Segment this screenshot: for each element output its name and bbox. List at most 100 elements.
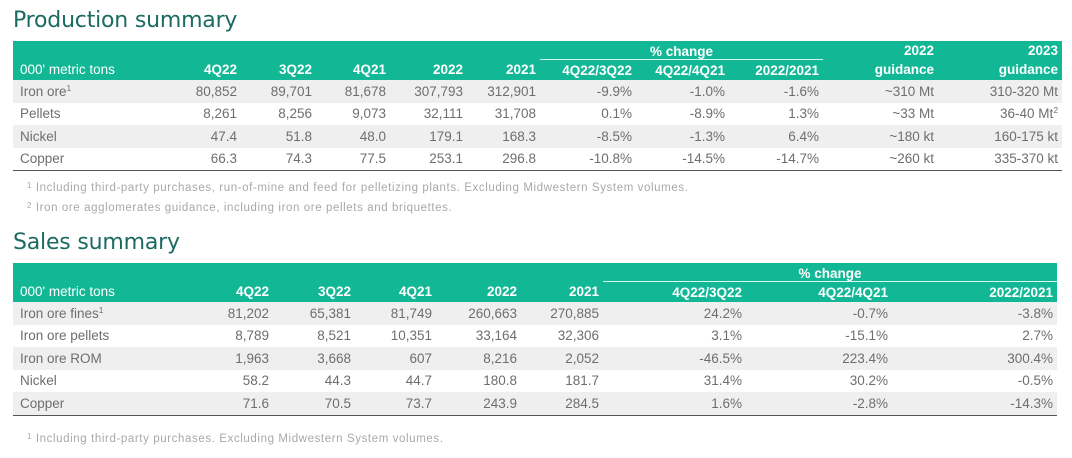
row-label: Iron ore fines1: [13, 302, 163, 325]
cell-value: -14.3%: [892, 392, 1058, 416]
cell-value: 253.1: [390, 147, 467, 171]
cell-value: 31.4%: [703, 373, 743, 389]
col-header: 2022: [432, 62, 463, 78]
table-row: Nickel 58.2 44.3 44.7 180.8 181.7 31.4% 30.2% -0…: [13, 369, 1058, 393]
cell-value: 607: [409, 350, 432, 366]
cell-value: -2.8%: [746, 392, 893, 416]
table-row: Copper 71.6 70.5 73.7 243.9 284.5 1.6% -2.8% -14…: [13, 392, 1058, 416]
guidance-2023-value: 160-175 kt: [938, 125, 1062, 148]
production-footnote-1: 1 Including third-party purchases, run-o…: [27, 181, 689, 194]
col-header: 4Q22/4Q21: [655, 62, 726, 78]
row-label: Copper: [13, 147, 163, 171]
row-label: Pellets: [13, 103, 163, 126]
cell-value: ~33 Mt: [892, 106, 935, 122]
cell-value: 24.2%: [703, 305, 743, 321]
cell-value: 8,256: [278, 106, 312, 122]
cell-value: 0.1%: [601, 106, 633, 122]
cell-value: 312,901: [487, 83, 537, 99]
header-row: 000' metric tons 4Q22 3Q22 4Q21 2022 202…: [13, 281, 1058, 302]
cell-value: -14.7%: [729, 147, 824, 171]
cell-value: 1,963: [235, 350, 269, 366]
row-label-text: Pellets: [20, 106, 61, 122]
table-row: Nickel 47.4 51.8 48.0 179.1 168.3 -8.5% -1.3% 6.…: [13, 125, 1063, 148]
cell-value: 1.3%: [788, 106, 820, 122]
footnote-text: Including third-party purchases, run-of-…: [35, 182, 689, 194]
cell-value: -46.5%: [699, 350, 743, 366]
guidance-2023-value: 335-370 kt: [938, 147, 1063, 171]
cell-value: 81,202: [227, 305, 269, 321]
cell-value: 284.5: [521, 392, 604, 416]
cell-value: 65,381: [309, 305, 351, 321]
cell-value: 80,852: [195, 83, 237, 99]
cell-value: -1.6%: [783, 83, 820, 99]
footnote-mark: 1: [27, 181, 33, 190]
row-label-text: Iron ore pellets: [20, 328, 110, 344]
cell-value: 74.3: [241, 147, 316, 171]
cell-value: 223.4%: [842, 350, 889, 366]
cell-value: 2.7%: [1022, 328, 1054, 344]
guidance-text: 310-320 Mt: [989, 83, 1059, 99]
footnote-ref: 1: [98, 304, 104, 315]
table-row: Pellets 8,261 8,256 9,073 32,111 31,708 0.1% -8…: [13, 102, 1063, 126]
cell-value: 32,306: [557, 328, 600, 344]
guidance-text: 160-175 kt: [994, 128, 1059, 144]
cell-value: 3.1%: [711, 328, 743, 344]
production-summary-table: % change 2022 2023 000' metric tons 4Q22…: [13, 41, 1063, 171]
sales-summary-table: % change 000' metric tons 4Q22 3Q22 4Q21…: [13, 263, 1058, 416]
cell-value: 51.8: [285, 128, 312, 144]
cell-value: 71.6: [163, 392, 273, 416]
cell-value: 81,749: [390, 305, 432, 321]
cell-value: -8.5%: [596, 128, 633, 144]
cell-value: 1.6%: [603, 392, 747, 416]
cell-value: 31,708: [494, 106, 537, 122]
cell-value: ~260 kt: [823, 147, 939, 171]
cell-value: -10.8%: [540, 147, 637, 171]
cell-value: 2,052: [565, 350, 600, 366]
sales-footnote-1: 1 Including third-party purchases. Exclu…: [27, 432, 444, 445]
header-2023-guidance-line2: guidance: [998, 62, 1059, 78]
row-label: Nickel: [13, 370, 163, 393]
cell-value: -9.9%: [596, 83, 633, 99]
cell-value: -15.1%: [845, 328, 889, 344]
cell-value: -3.8%: [1017, 305, 1054, 321]
row-label: Iron ore pellets: [13, 325, 163, 348]
table-row: Iron ore pellets 8,789 8,521 10,351 33,164 32…: [13, 324, 1058, 348]
cell-value: 300.4%: [1007, 350, 1054, 366]
cell-value: -1.3%: [689, 128, 726, 144]
cell-value: 33,164: [475, 328, 517, 344]
cell-value: 179.1: [429, 128, 463, 144]
cell-value: 8,261: [203, 106, 237, 122]
col-header: 4Q22: [203, 62, 237, 78]
row-label-text: Copper: [20, 151, 65, 167]
col-header: 4Q22/4Q21: [818, 284, 889, 300]
header-row-top: % change: [13, 263, 1058, 282]
production-footnote-2: 2 Iron ore agglomerates guidance, includ…: [27, 201, 452, 214]
table-row: Copper 66.3 74.3 77.5 253.1 296.8 -10.8% -14.5%…: [13, 147, 1063, 171]
cell-value: 6.4%: [788, 128, 820, 144]
header-2023-guidance-line1: 2023: [1028, 42, 1059, 58]
row-label-text: Iron ore: [20, 83, 67, 99]
cell-value: 44.3: [324, 373, 351, 389]
cell-value: 30.2%: [849, 373, 889, 389]
row-label-text: Iron ore ROM: [20, 350, 102, 366]
guidance-text: 335-370 kt: [994, 151, 1059, 167]
cell-value: 10,351: [390, 328, 432, 344]
unit-label: 000' metric tons: [20, 284, 115, 300]
footnote-mark: 2: [27, 201, 33, 210]
cell-value: 3,668: [317, 350, 351, 366]
cell-value: 77.5: [316, 147, 390, 171]
cell-value: 89,701: [270, 83, 312, 99]
col-header: 4Q22/3Q22: [672, 284, 743, 300]
row-label: Copper: [13, 392, 163, 416]
cell-value: 168.3: [502, 128, 537, 144]
cell-value: 70.5: [273, 392, 355, 416]
col-header: 2022/2021: [755, 62, 820, 78]
cell-value: 8,521: [317, 328, 351, 344]
cell-value: 180.8: [483, 373, 517, 389]
col-header: 2021: [505, 62, 537, 78]
row-label-text: Nickel: [20, 373, 57, 389]
cell-value: -8.9%: [689, 106, 726, 122]
cell-value: 32,111: [423, 106, 463, 122]
footnote-ref: 2: [1053, 105, 1059, 116]
unit-label: 000' metric tons: [20, 62, 115, 78]
